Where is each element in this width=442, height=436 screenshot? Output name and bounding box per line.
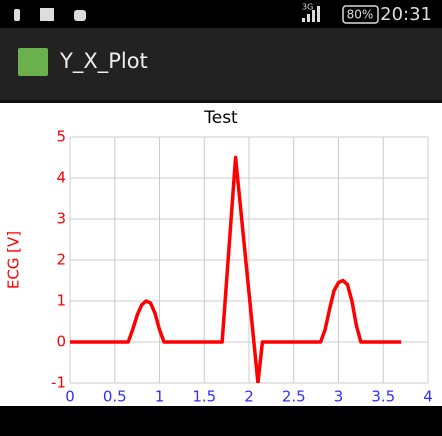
divider [0, 100, 442, 103]
battery: 80% [347, 8, 374, 22]
status-bar [0, 0, 442, 28]
y-axis-label: ECG [V] [5, 231, 23, 289]
x-tick-label: 4 [423, 388, 433, 406]
x-tick-label: 3.5 [371, 388, 395, 406]
y-tick-label: 0 [56, 333, 66, 351]
app-icon[interactable] [18, 48, 48, 76]
y-tick-label: 2 [56, 251, 66, 269]
x-tick-label: 2.5 [282, 388, 306, 406]
y-tick-label: 1 [56, 292, 66, 310]
chart-title: Test [203, 108, 238, 128]
plot [70, 155, 402, 383]
x-tick-label: 3 [334, 388, 344, 406]
y-tick-label: -1 [51, 374, 66, 392]
x-tick-label: 0.5 [103, 388, 127, 406]
network-type: 3G [302, 3, 313, 12]
y-tick-label: 3 [56, 210, 66, 228]
x-tick-label: 0 [65, 388, 75, 406]
status-icons [14, 5, 379, 24]
x-tick-label: 1.5 [192, 388, 216, 406]
x-tick-label: 1 [155, 388, 165, 406]
clock: 20:31 [380, 4, 432, 25]
y-tick-label: 5 [56, 128, 66, 146]
app-bar [0, 28, 442, 100]
x-tick-label: 2 [244, 388, 254, 406]
y-tick-label: 4 [56, 169, 66, 187]
chart-background [0, 103, 442, 406]
app-title: Y_X_Plot [59, 49, 148, 74]
line [70, 155, 402, 383]
nav-bar [0, 406, 442, 432]
